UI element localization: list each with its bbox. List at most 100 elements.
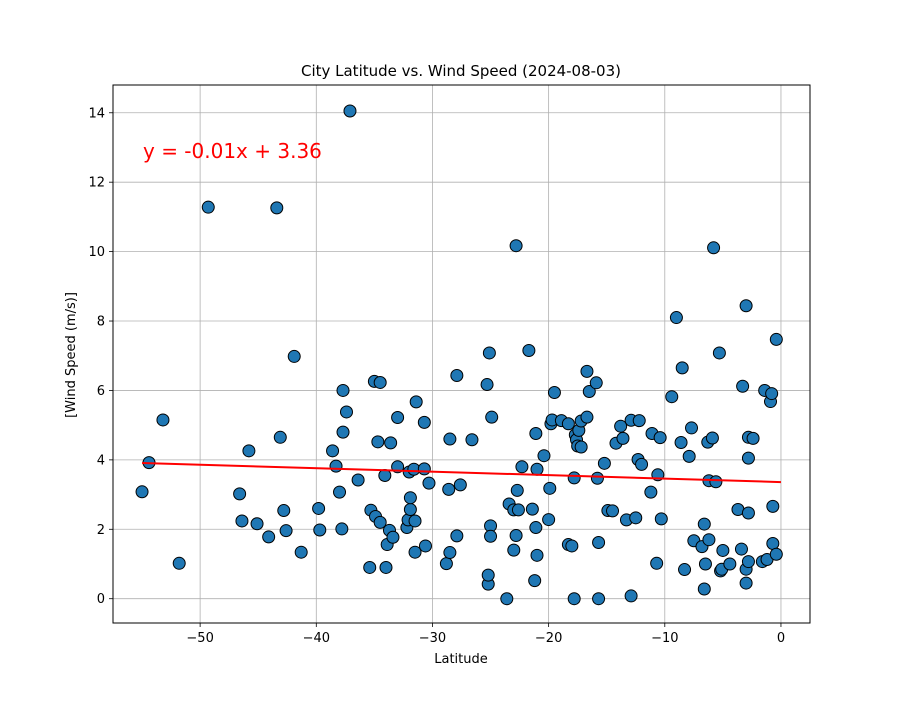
x-axis-label: Latitude xyxy=(434,652,488,667)
y-tick-label: 4 xyxy=(97,453,105,468)
data-point xyxy=(418,539,432,553)
data-point xyxy=(450,529,464,543)
data-point xyxy=(313,523,327,537)
data-point xyxy=(465,433,479,447)
data-point xyxy=(442,482,456,496)
data-point xyxy=(736,379,750,393)
data-point xyxy=(371,435,385,449)
data-point xyxy=(480,378,494,392)
regression-line-group xyxy=(142,461,781,484)
data-point xyxy=(515,460,529,474)
data-point xyxy=(723,557,737,571)
data-point xyxy=(669,311,683,325)
x-tick-label: −10 xyxy=(651,631,678,646)
y-tick-label: 0 xyxy=(97,592,105,607)
data-point xyxy=(734,542,748,556)
data-point xyxy=(529,521,543,535)
data-point xyxy=(386,530,400,544)
data-point xyxy=(511,503,525,517)
x-tick-label: −20 xyxy=(535,631,562,646)
data-point xyxy=(528,574,542,588)
data-point xyxy=(408,545,422,559)
data-point xyxy=(675,361,689,375)
data-points xyxy=(135,104,783,606)
data-point xyxy=(279,524,293,538)
y-tick-label: 10 xyxy=(88,245,105,260)
data-point xyxy=(741,555,755,569)
data-point xyxy=(665,390,679,404)
data-point xyxy=(373,515,387,529)
data-point xyxy=(698,557,712,571)
data-point xyxy=(409,395,423,409)
data-point xyxy=(590,471,604,485)
data-point xyxy=(277,504,291,518)
data-point xyxy=(654,512,668,526)
data-point xyxy=(705,431,719,445)
data-point xyxy=(537,449,551,463)
data-point xyxy=(329,459,343,473)
data-point xyxy=(685,421,699,435)
chart-title: City Latitude vs. Wind Speed (2024-08-03… xyxy=(301,62,621,80)
x-tick-label: −50 xyxy=(186,631,213,646)
data-point xyxy=(712,346,726,360)
data-point xyxy=(403,491,417,505)
y-tick-label: 6 xyxy=(97,384,105,399)
data-point xyxy=(766,537,780,551)
data-point xyxy=(697,582,711,596)
data-point xyxy=(250,517,264,531)
data-point xyxy=(482,346,496,360)
data-point xyxy=(653,431,667,445)
data-point xyxy=(644,485,658,499)
data-point xyxy=(417,415,431,429)
data-point xyxy=(339,405,353,419)
data-point xyxy=(509,239,523,253)
data-point xyxy=(363,560,377,574)
data-point xyxy=(678,563,692,577)
data-point xyxy=(450,369,464,383)
data-point xyxy=(509,529,523,543)
data-point xyxy=(632,414,646,428)
y-axis-label: [Wind Speed (m/s)] xyxy=(64,292,79,418)
data-point xyxy=(343,104,357,118)
data-point xyxy=(629,511,643,525)
data-point xyxy=(312,501,326,515)
data-point xyxy=(335,522,349,536)
grid-lines xyxy=(113,85,810,623)
data-point xyxy=(403,502,417,516)
data-point xyxy=(333,485,347,499)
x-tick-label: −30 xyxy=(419,631,446,646)
x-tick-label: −40 xyxy=(303,631,330,646)
data-point xyxy=(565,539,579,553)
data-point xyxy=(510,483,524,497)
data-point xyxy=(336,383,350,397)
data-point xyxy=(270,201,284,215)
data-point xyxy=(156,413,170,427)
data-point xyxy=(391,411,405,425)
data-point xyxy=(529,426,543,440)
data-point xyxy=(530,548,544,562)
data-point xyxy=(172,556,186,570)
data-point xyxy=(525,502,539,516)
data-point xyxy=(294,545,308,559)
data-point xyxy=(500,592,514,606)
data-point xyxy=(741,451,755,465)
data-point xyxy=(542,513,556,527)
x-tick-label: 0 xyxy=(777,631,785,646)
data-point xyxy=(481,568,495,582)
data-point xyxy=(765,387,779,401)
data-point xyxy=(522,344,536,358)
data-point xyxy=(233,487,247,501)
data-point xyxy=(384,436,398,450)
data-point xyxy=(592,592,606,606)
data-point xyxy=(201,200,215,214)
data-point xyxy=(422,476,436,490)
data-point xyxy=(336,425,350,439)
y-tick-label: 8 xyxy=(97,315,105,330)
data-point xyxy=(739,299,753,313)
data-point xyxy=(624,589,638,603)
data-point xyxy=(417,462,431,476)
data-point xyxy=(746,431,760,445)
data-point xyxy=(439,557,453,571)
